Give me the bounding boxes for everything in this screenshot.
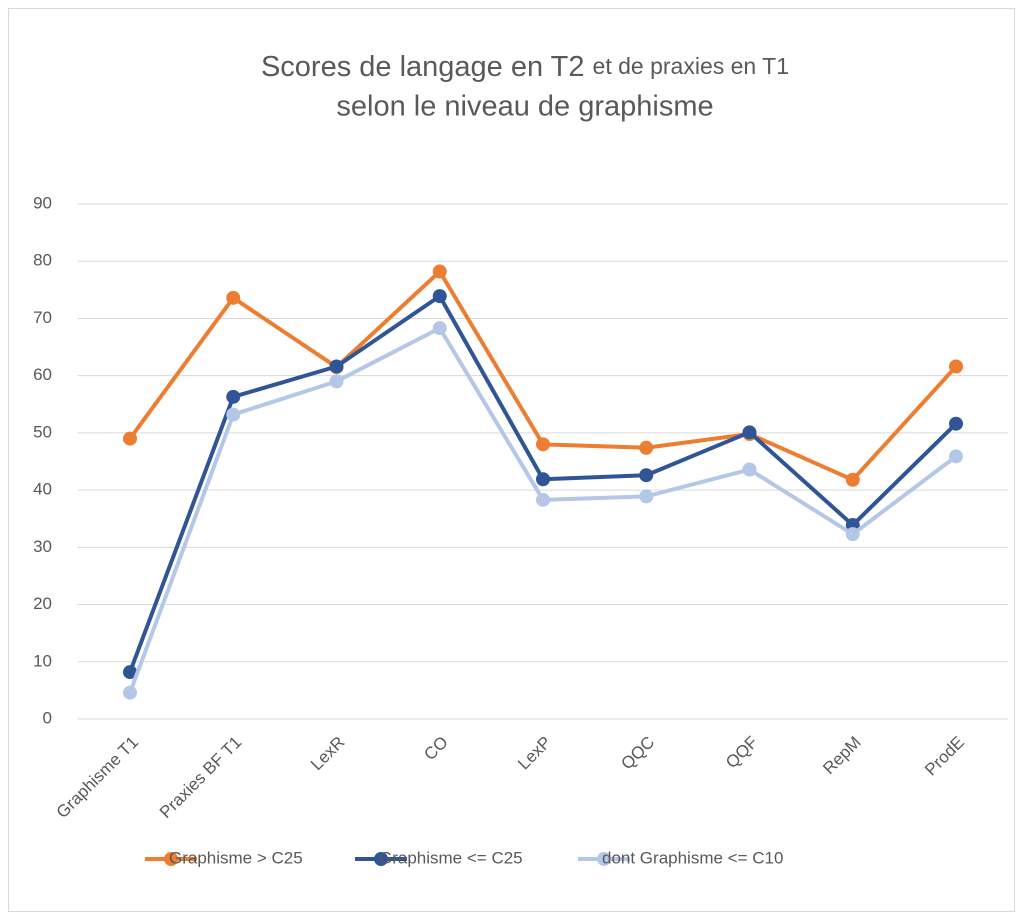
point [329, 374, 344, 389]
point [639, 468, 654, 483]
point [536, 492, 550, 507]
point [226, 290, 241, 305]
y-tick-label: 90 [33, 193, 52, 212]
point [329, 359, 344, 374]
point [742, 462, 757, 477]
y-tick-label: 80 [33, 251, 52, 270]
point [536, 472, 550, 487]
legend-marker [374, 852, 388, 866]
y-tick-label: 20 [33, 594, 52, 613]
point [123, 665, 137, 680]
y-tick-label: 40 [33, 480, 52, 499]
point [639, 489, 654, 504]
point [432, 264, 447, 279]
point [226, 389, 241, 404]
y-tick-label: 50 [33, 422, 52, 441]
point [949, 449, 963, 464]
legend-label: Graphisme > C25 [169, 848, 303, 867]
point [949, 359, 963, 374]
point [845, 527, 860, 542]
y-tick-label: 60 [33, 365, 52, 384]
legend-marker [597, 852, 611, 866]
point [123, 431, 137, 446]
y-tick-label: 30 [33, 537, 52, 556]
y-tick-label: 0 [43, 708, 52, 727]
y-tick-label: 10 [33, 651, 52, 670]
point [949, 416, 963, 431]
point [845, 472, 860, 487]
title-part: Scores de langage en T2 [261, 51, 585, 83]
point [123, 685, 137, 700]
legend-marker [164, 852, 178, 866]
chart-title: Scores de langage en T2 et de praxies en… [261, 51, 789, 83]
chart-border [8, 8, 1015, 912]
point [226, 407, 241, 422]
point [432, 321, 447, 336]
title-part: et de praxies en T1 [593, 53, 789, 79]
chart-title: selon le niveau de graphisme [336, 91, 713, 123]
point [536, 437, 550, 452]
point [742, 425, 757, 440]
y-tick-label: 70 [33, 308, 52, 327]
legend-label: Graphisme <= C25 [379, 848, 523, 867]
legend-label: dont Graphisme <= C10 [602, 848, 783, 867]
point [639, 440, 654, 455]
point [432, 289, 447, 304]
